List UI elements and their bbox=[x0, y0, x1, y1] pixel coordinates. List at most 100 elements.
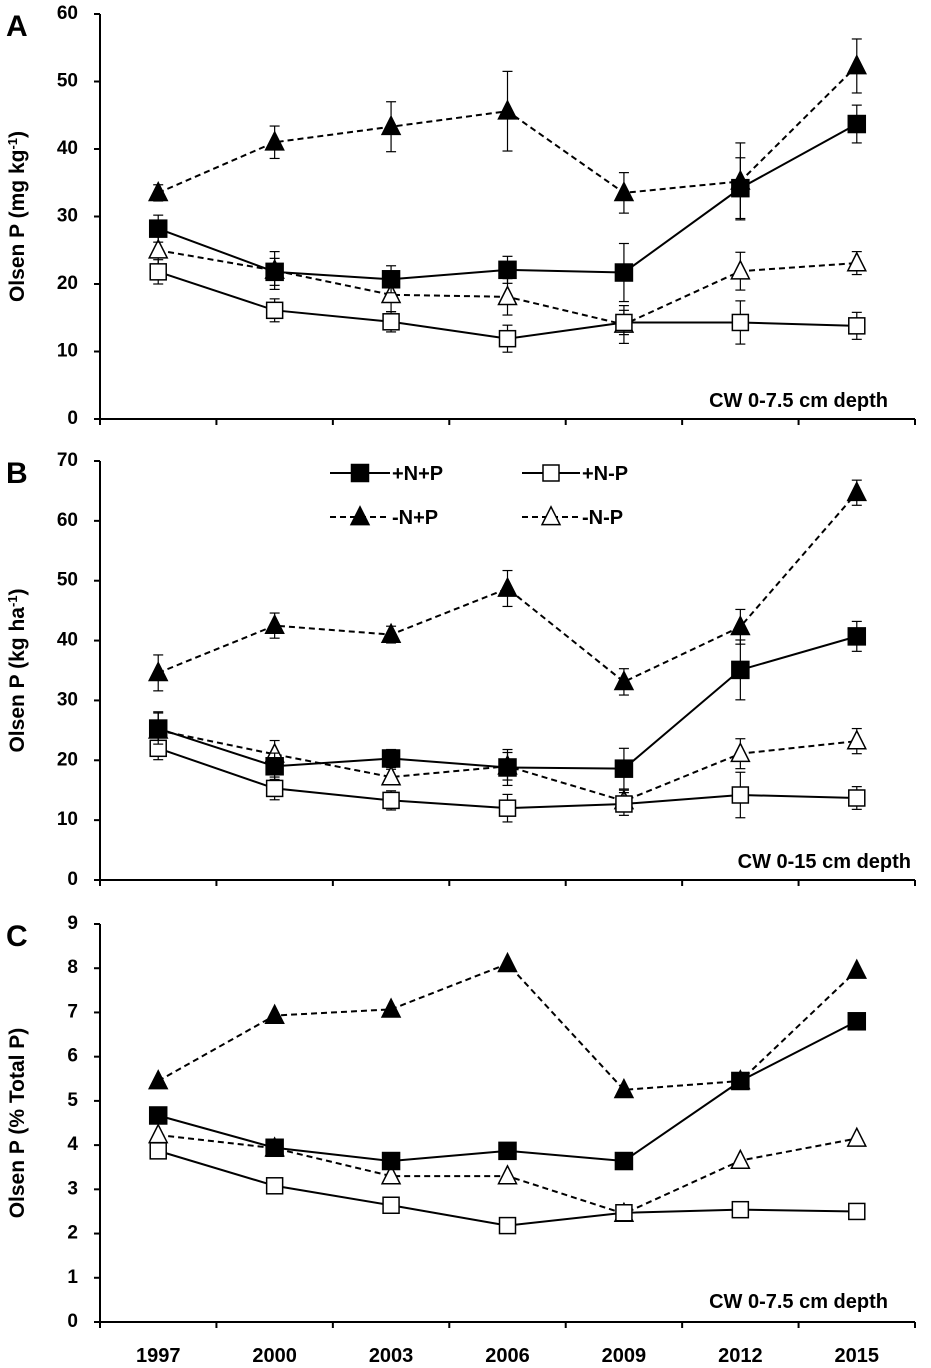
legend-label: -N-P bbox=[582, 507, 623, 529]
y-tick-label: 30 bbox=[57, 206, 78, 227]
data-point bbox=[846, 958, 868, 979]
x-tick-label: 2000 bbox=[252, 1345, 297, 1367]
y-tick-label: 20 bbox=[57, 273, 78, 294]
y-tick-label: 50 bbox=[57, 71, 78, 92]
y-tick-label: 3 bbox=[67, 1178, 78, 1199]
data-point bbox=[265, 1177, 284, 1195]
data-point bbox=[615, 795, 633, 813]
y-tick-label: 60 bbox=[57, 510, 78, 531]
legend-marker bbox=[542, 464, 560, 482]
data-point bbox=[147, 1123, 169, 1144]
series--N+P bbox=[147, 38, 868, 221]
data-point bbox=[265, 301, 284, 320]
series--N-P bbox=[147, 1123, 868, 1223]
data-point bbox=[730, 259, 751, 280]
legend-marker bbox=[350, 463, 370, 483]
data-point bbox=[382, 1196, 400, 1215]
legend-label: -N+P bbox=[392, 507, 438, 529]
data-point bbox=[614, 263, 634, 282]
y-tick-label: 8 bbox=[67, 957, 78, 978]
data-point bbox=[730, 614, 751, 636]
data-point bbox=[382, 313, 400, 331]
x-tick-label: 1997 bbox=[136, 1345, 181, 1367]
panel-letter: A bbox=[6, 10, 28, 43]
series-line bbox=[157, 1020, 858, 1163]
data-point bbox=[148, 719, 168, 738]
x-tick-label: 2012 bbox=[718, 1345, 763, 1367]
data-point bbox=[148, 219, 168, 238]
data-point bbox=[614, 1151, 634, 1171]
y-tick-label: 0 bbox=[67, 408, 78, 429]
data-point bbox=[615, 313, 633, 332]
y-tick-label: 50 bbox=[57, 570, 78, 591]
depth-annotation: CW 0-15 cm depth bbox=[738, 851, 911, 873]
x-tick-label: 2009 bbox=[602, 1345, 647, 1367]
legend-label: +N-P bbox=[582, 463, 628, 485]
data-point bbox=[730, 741, 751, 763]
data-point bbox=[731, 1200, 750, 1219]
x-tick-label: 2015 bbox=[835, 1345, 880, 1367]
y-tick-label: 30 bbox=[57, 689, 78, 710]
data-point bbox=[731, 313, 750, 332]
data-point bbox=[846, 54, 868, 75]
legend-marker bbox=[349, 505, 371, 526]
data-point bbox=[731, 660, 750, 680]
data-point bbox=[497, 284, 518, 306]
data-point bbox=[148, 1106, 168, 1125]
data-point bbox=[614, 759, 634, 778]
data-point bbox=[147, 661, 169, 682]
data-point bbox=[380, 282, 402, 304]
data-point bbox=[848, 1202, 866, 1221]
data-point bbox=[381, 1151, 401, 1171]
y-axis-label: Olsen P (% Total P) bbox=[6, 1028, 29, 1219]
data-point bbox=[613, 1077, 635, 1099]
legend: +N+P +N-P -N+P -N-P bbox=[330, 463, 628, 529]
data-point bbox=[498, 758, 517, 777]
legend-item: +N-P bbox=[522, 463, 628, 485]
y-tick-label: 6 bbox=[67, 1046, 78, 1067]
data-point bbox=[264, 130, 285, 151]
data-point bbox=[265, 1138, 284, 1158]
data-point bbox=[847, 1012, 867, 1031]
data-point bbox=[265, 262, 284, 282]
y-axis-label: Olsen P (kg ha-1) bbox=[5, 588, 30, 752]
data-point bbox=[380, 1164, 402, 1185]
data-point bbox=[497, 576, 518, 597]
legend-label: +N+P bbox=[392, 463, 443, 485]
y-tick-label: 20 bbox=[57, 749, 78, 770]
panel-letter: B bbox=[6, 457, 28, 490]
data-point bbox=[380, 997, 402, 1018]
legend-item: +N+P bbox=[330, 463, 443, 485]
data-point bbox=[613, 670, 635, 691]
data-point bbox=[613, 181, 635, 202]
data-point bbox=[848, 317, 866, 335]
data-point bbox=[846, 1126, 868, 1147]
data-point bbox=[847, 627, 867, 646]
data-point bbox=[498, 1141, 517, 1161]
series-+N+P bbox=[148, 104, 867, 303]
y-tick-label: 0 bbox=[67, 869, 78, 890]
y-tick-label: 70 bbox=[57, 450, 78, 471]
data-point bbox=[147, 238, 169, 259]
data-point bbox=[846, 729, 868, 750]
data-point bbox=[380, 765, 402, 786]
depth-annotation: CW 0-7.5 cm depth bbox=[709, 1291, 888, 1313]
data-point bbox=[498, 260, 517, 280]
y-tick-label: 5 bbox=[67, 1090, 78, 1111]
y-tick-label: 40 bbox=[57, 138, 78, 159]
data-point bbox=[149, 1142, 167, 1160]
y-tick-label: 7 bbox=[67, 1001, 78, 1022]
series--N+P bbox=[147, 951, 868, 1099]
series-+N+P bbox=[148, 1012, 867, 1171]
data-point bbox=[846, 480, 868, 502]
data-point bbox=[265, 757, 284, 776]
data-point bbox=[381, 270, 401, 289]
y-tick-label: 4 bbox=[67, 1134, 78, 1155]
panel-b: B 0 10 20 30 40 50 60 70 Olsen P (kg ha-1) CW 0-15… bbox=[5, 450, 916, 890]
data-point bbox=[731, 786, 750, 804]
data-point bbox=[147, 181, 169, 202]
data-point bbox=[498, 1216, 517, 1235]
series-line bbox=[157, 962, 858, 1091]
data-point bbox=[730, 1148, 751, 1169]
